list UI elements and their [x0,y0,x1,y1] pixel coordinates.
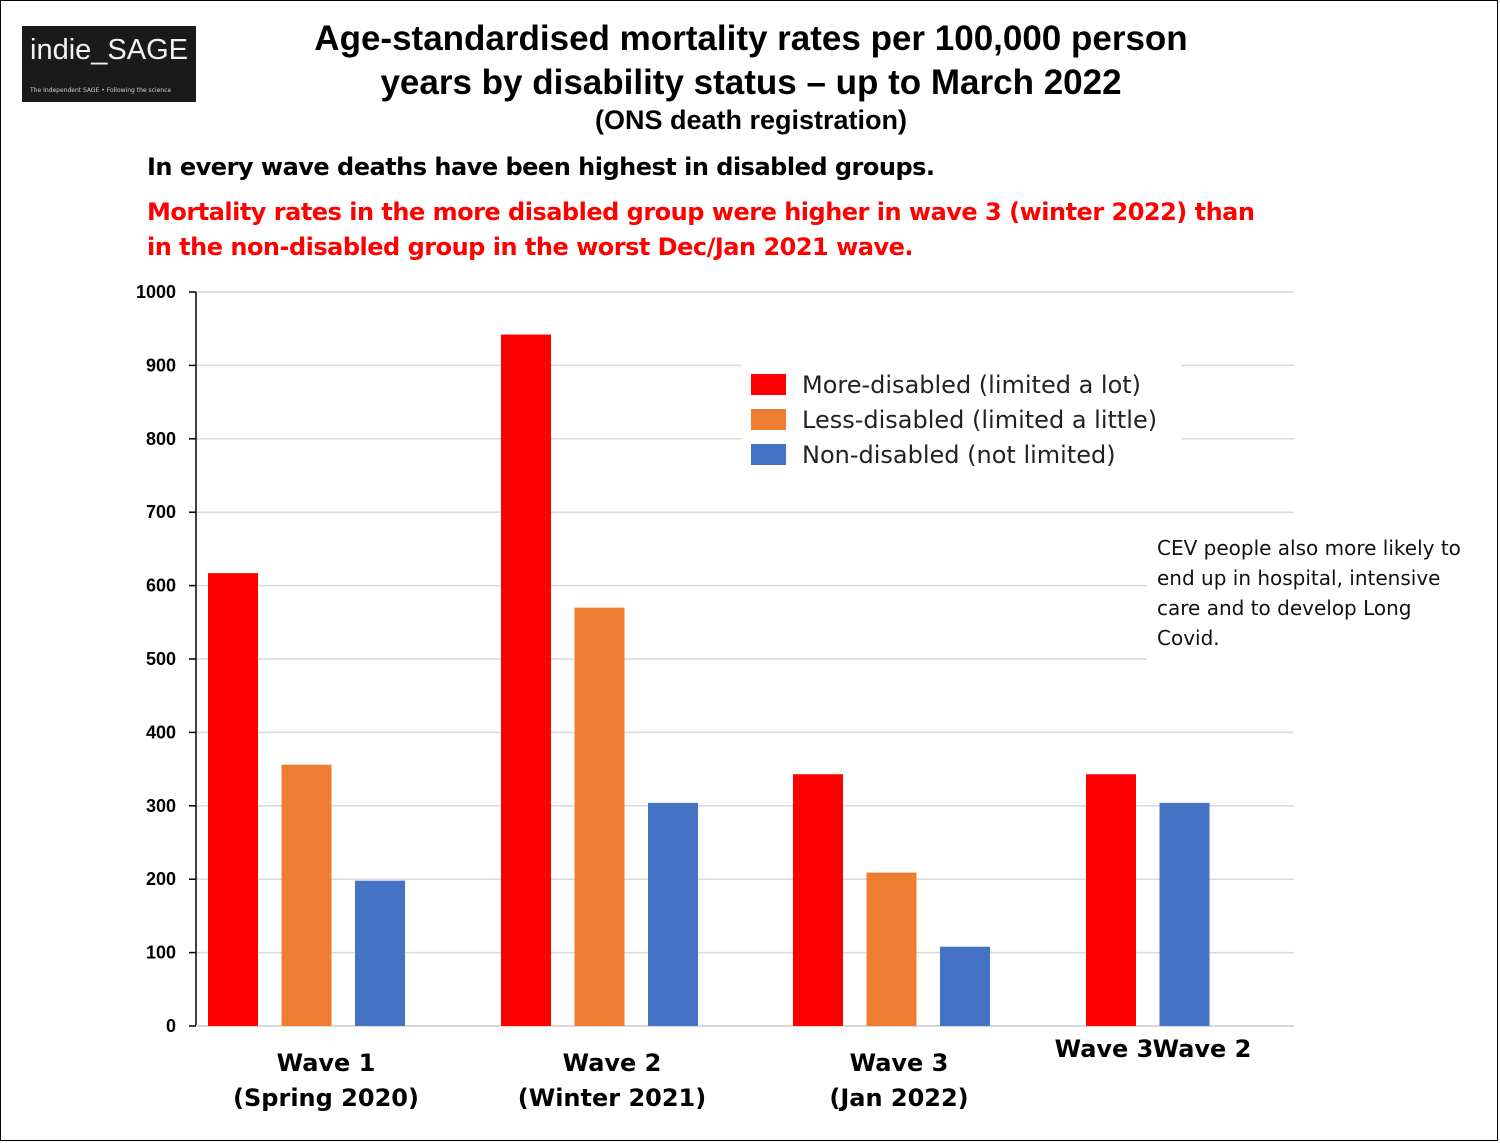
chart-legend: More-disabled (limited a lot) Less-disabl… [741,363,1182,476]
x-tick-label-line: Wave 2 [562,1049,662,1077]
legend-entry: More-disabled (limited a lot) [751,367,1157,402]
annotation-red: Mortality rates in the more disabled gro… [147,198,1255,261]
bar-more-disabled [1086,774,1136,1026]
bar-less-disabled [281,764,332,1026]
bar-non-disabled [940,946,990,1026]
legend-label: Less-disabled (limited a little) [802,405,1158,434]
x-tick-label-line: (Spring 2020) [233,1084,419,1112]
bar-more-disabled [208,573,258,1026]
bar-more-disabled [793,774,843,1026]
x-tick-label-line: Wave 1 [276,1049,376,1077]
logo-tagline: The Independent SAGE • Following the sci… [30,87,172,94]
y-tick-label: 500 [146,649,176,669]
title-line-1: Age-standardised mortality rates per 100… [314,19,1188,58]
x-tick-label: Wave 1 (Spring 2020) [216,1046,436,1116]
chart-subtitle: (ONS death registration) [594,105,908,135]
y-tick-label: 800 [146,429,176,449]
legend-swatch [751,444,786,465]
logo-text: indie_SAGE [30,34,188,66]
x-tick-label-line: (Winter 2021) [517,1084,707,1112]
bar-less-disabled [574,607,625,1026]
legend-entry: Less-disabled (limited a little) [751,402,1157,437]
legend-swatch [751,409,786,430]
bar-non-disabled [1159,802,1210,1026]
legend-label: More-disabled (limited a lot) [802,370,1142,399]
y-tick-label: 900 [146,355,176,375]
bar-non-disabled [355,880,405,1026]
legend-label: Non-disabled (not limited) [802,440,1116,469]
bar-more-disabled [501,334,551,1026]
x-tick-label-line: Wave 3 [849,1049,949,1077]
legend-swatch [751,374,786,395]
bar-non-disabled [648,802,698,1026]
y-tick-label: 700 [146,502,176,522]
y-tick-label: 400 [146,722,176,742]
side-note: CEV people also more likely to end up in… [1147,531,1471,661]
y-tick-label: 200 [146,869,176,889]
title-line-2: years by disability status – up to March… [380,63,1122,102]
annotation-black: In every wave deaths have been highest i… [147,153,935,181]
bar-less-disabled [866,872,917,1026]
x-tick-label: Wave 2 [1152,1035,1252,1063]
x-tick-label: Wave 2 (Winter 2021) [502,1046,722,1116]
x-tick-label: Wave 3 (Jan 2022) [789,1046,1009,1116]
y-tick-label: 0 [166,1016,176,1036]
y-tick-label: 1000 [136,282,176,302]
y-tick-label: 100 [146,943,176,963]
y-tick-label: 600 [146,576,176,596]
legend-entry: Non-disabled (not limited) [751,437,1157,472]
y-tick-label: 300 [146,796,176,816]
indie-sage-logo: indie_SAGE The Independent SAGE • Follow… [22,26,196,102]
x-tick-label: Wave 3 [1054,1035,1154,1063]
chart-title: Age-standardised mortality rates per 100… [251,17,1251,105]
x-tick-label-line: (Jan 2022) [829,1084,969,1112]
